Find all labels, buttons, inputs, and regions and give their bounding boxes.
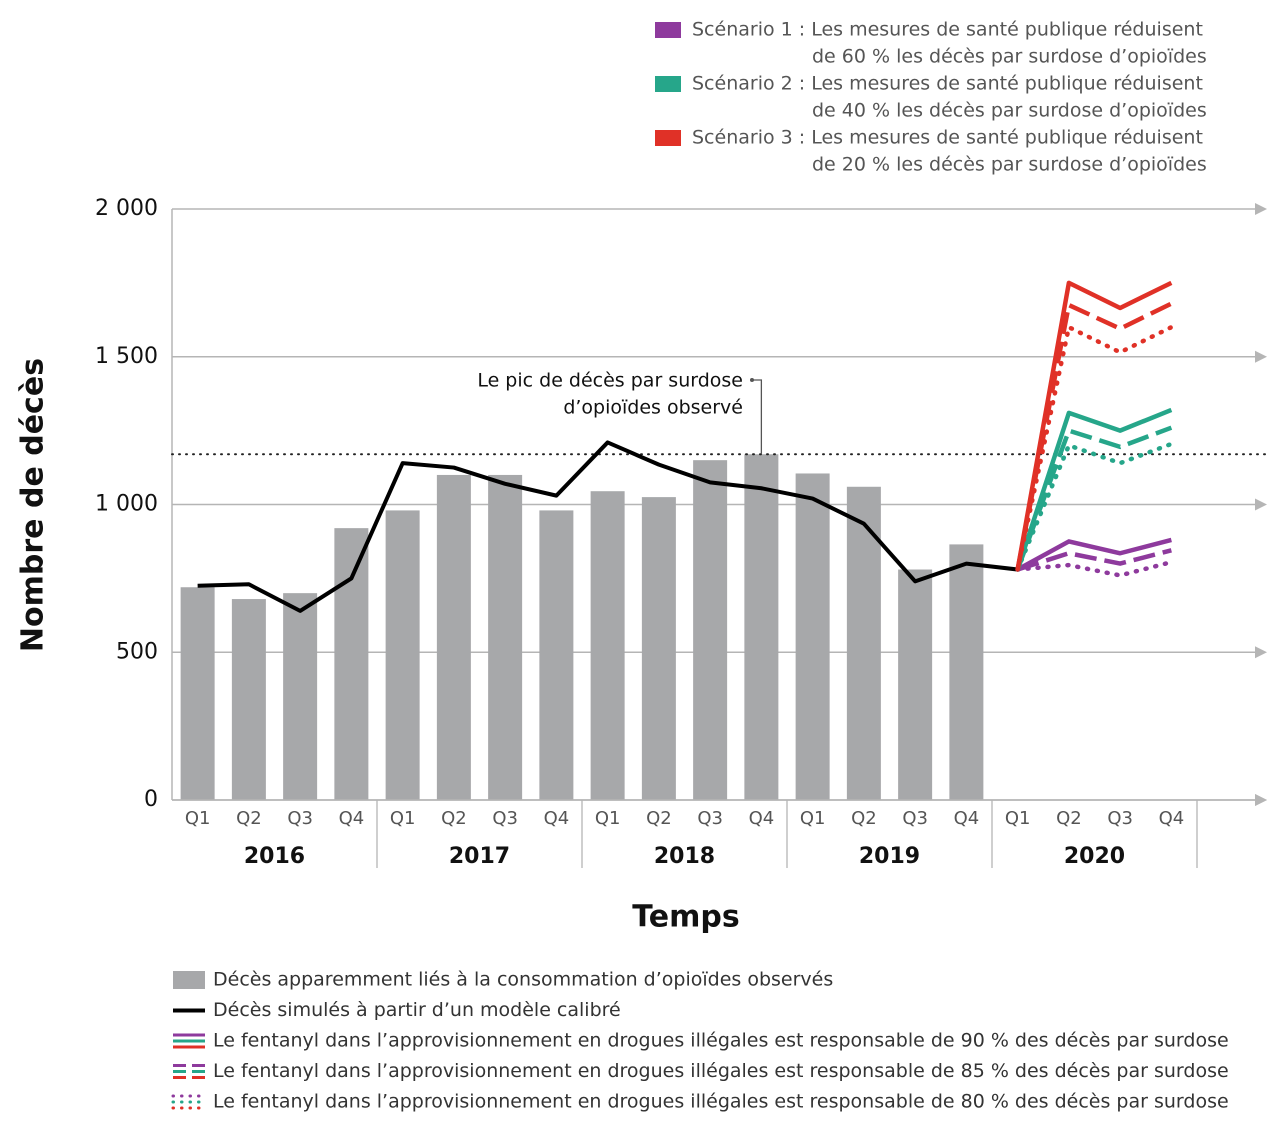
grid-arrow <box>1255 498 1267 511</box>
scenario-line <box>1016 537 1172 572</box>
x-tick-label: Q1 <box>595 808 621 829</box>
y-tick-label: 1 500 <box>95 344 158 369</box>
grid-arrow <box>1255 646 1267 659</box>
annotation-leader <box>752 379 763 455</box>
x-tick-label: Q2 <box>646 808 672 829</box>
x-tick-label: Q4 <box>339 808 365 829</box>
x-tick-label: Q3 <box>1107 808 1133 829</box>
legend-label: Décès simulés à partir d’un modèle calib… <box>213 999 621 1021</box>
annotation: d’opioïdes observé <box>563 397 743 419</box>
bar <box>283 593 318 800</box>
x-tick-label: Q1 <box>185 808 211 829</box>
x-tick-label: Q3 <box>287 808 313 829</box>
annotation-dot <box>750 378 754 382</box>
x-tick-label: Q4 <box>1159 808 1185 829</box>
bar <box>436 474 471 800</box>
legend-label: Le fentanyl dans l’approvisionnement en … <box>213 1060 1229 1082</box>
y-tick-label: 500 <box>116 639 158 664</box>
scenario-line <box>1015 407 1173 571</box>
year-label: 2020 <box>1064 844 1125 869</box>
scenario-line <box>1015 301 1173 570</box>
legend-label: de 40 % les décès par surdose d’opioïdes <box>812 100 1207 122</box>
year-label: 2017 <box>449 844 510 869</box>
x-tick-label: Q4 <box>749 808 775 829</box>
bar <box>488 474 523 800</box>
legend-swatch <box>655 22 681 38</box>
x-tick-label: Q1 <box>1005 808 1031 829</box>
scenario-line <box>1015 559 1174 578</box>
legend-label: de 60 % les décès par surdose d’opioïdes <box>812 46 1207 68</box>
legend-swatch <box>655 76 681 92</box>
legend-label: de 20 % les décès par surdose d’opioïdes <box>812 154 1207 176</box>
legend-label: Décès apparemment liés à la consommation… <box>213 969 833 991</box>
x-tick-label: Q4 <box>954 808 980 829</box>
y-tick-label: 1 000 <box>95 492 158 517</box>
x-axis-arrow <box>1255 794 1267 806</box>
bar <box>744 454 779 800</box>
x-axis-label: Temps <box>632 900 739 935</box>
x-tick-label: Q2 <box>441 808 467 829</box>
x-tick-label: Q3 <box>492 808 518 829</box>
bar <box>180 587 215 800</box>
bar <box>641 497 676 800</box>
legend-label: Le fentanyl dans l’approvisionnement en … <box>213 1091 1229 1113</box>
legend-label: Scénario 2 : Les mesures de santé publiq… <box>692 73 1203 95</box>
y-axis-label: Nombre de décès <box>16 358 51 652</box>
bar <box>693 460 728 800</box>
grid-arrow <box>1255 350 1267 363</box>
year-label: 2019 <box>859 844 920 869</box>
scenario-line <box>1015 280 1173 570</box>
x-tick-label: Q3 <box>697 808 723 829</box>
legend-label: Le fentanyl dans l’approvisionnement en … <box>213 1030 1229 1052</box>
annotation: Le pic de décès par surdose <box>477 370 743 392</box>
x-tick-label: Q2 <box>1056 808 1082 829</box>
bar <box>590 491 625 800</box>
grid-arrow <box>1255 203 1267 215</box>
y-tick-label: 2 000 <box>95 196 158 221</box>
scenario-line <box>1016 548 1172 572</box>
bar <box>334 528 369 800</box>
bar <box>846 486 881 800</box>
year-label: 2018 <box>654 844 715 869</box>
simulated-line <box>197 440 1018 613</box>
y-tick-label: 0 <box>144 787 158 812</box>
legend-label: Scénario 3 : Les mesures de santé publiq… <box>692 127 1203 149</box>
year-label: 2016 <box>244 844 305 869</box>
x-tick-label: Q2 <box>851 808 877 829</box>
legend-swatch <box>173 971 205 989</box>
scenario-line <box>1015 425 1173 571</box>
x-tick-label: Q1 <box>800 808 826 829</box>
x-tick-label: Q2 <box>236 808 262 829</box>
bar <box>385 510 420 800</box>
bar <box>795 473 830 800</box>
x-tick-label: Q1 <box>390 808 416 829</box>
bar <box>949 544 984 800</box>
bar <box>231 599 266 800</box>
x-tick-label: Q3 <box>902 808 928 829</box>
bar <box>898 569 933 800</box>
scenario-line <box>1015 441 1174 572</box>
x-tick-label: Q4 <box>544 808 570 829</box>
legend-swatch <box>655 130 681 146</box>
legend-label: Scénario 1 : Les mesures de santé publiq… <box>692 19 1203 41</box>
bar <box>539 510 574 800</box>
